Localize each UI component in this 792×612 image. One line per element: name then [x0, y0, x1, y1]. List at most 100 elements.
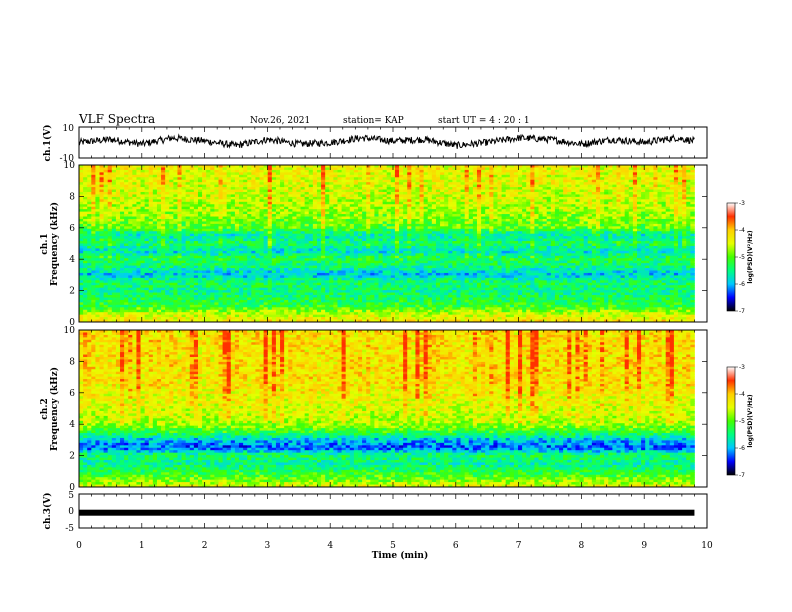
spectrogram-cell [223, 275, 228, 278]
spectrogram-cell [202, 241, 207, 244]
spectrogram-cell [104, 202, 109, 205]
spectrogram-cell [194, 258, 199, 261]
spectrogram-cell [325, 244, 330, 247]
spectrogram-cell [223, 261, 228, 264]
spectrogram-cell [239, 317, 244, 320]
spectrogram-cell [247, 302, 252, 305]
spectrogram-cell [251, 236, 256, 239]
spectrogram-cell [342, 167, 347, 170]
spectrogram-cell [219, 244, 224, 247]
spectrogram-cell [292, 182, 297, 185]
spectrogram-cell [235, 177, 240, 180]
spectrogram-cell [342, 226, 347, 229]
spectrogram-cell [112, 270, 117, 273]
spectrogram-cell [317, 288, 322, 291]
spectrogram-cell [366, 283, 371, 286]
spectrogram-cell [182, 307, 187, 310]
spectrogram-cell [194, 194, 199, 197]
spectrogram-cell [124, 197, 129, 200]
spectrogram-cell [124, 244, 129, 247]
spectrogram-cell [272, 167, 277, 170]
spectrogram-cell [169, 305, 174, 308]
spectrogram-cell [128, 209, 133, 212]
spectrogram-cell [370, 283, 375, 286]
spectrogram-cell [325, 312, 330, 315]
spectrogram-cell [264, 266, 269, 269]
spectrogram-cell [251, 231, 256, 234]
spectrogram-cell [108, 268, 113, 271]
spectrogram-cell [260, 256, 265, 259]
spectrogram-cell [223, 185, 228, 188]
spectrogram-cell [292, 167, 297, 170]
spectrogram-cell [350, 185, 355, 188]
spectrogram-cell [198, 317, 203, 320]
spectrogram-cell [104, 288, 109, 291]
spectrogram-cell [288, 175, 293, 178]
spectrogram-cell [251, 283, 256, 286]
spectrogram-cell [255, 190, 260, 193]
spectrogram-cell [165, 172, 170, 175]
spectrogram-cell [342, 256, 347, 259]
spectrogram-cell [387, 214, 392, 217]
spectrogram-cell [177, 307, 182, 310]
spectrogram-cell [366, 251, 371, 254]
spectrogram-cell [264, 175, 269, 178]
spectrogram-cell [177, 297, 182, 300]
spectrogram-cell [342, 280, 347, 283]
spectrogram-cell [145, 266, 150, 269]
spectrogram-cell [157, 270, 162, 273]
spectrogram-cell [313, 175, 318, 178]
spectrogram-cell [305, 177, 310, 180]
spectrogram-cell [370, 167, 375, 170]
spectrogram-cell [177, 207, 182, 210]
spectrogram-cell [219, 231, 224, 234]
spectrogram-cell [186, 307, 191, 310]
spectrogram-cell [223, 224, 228, 227]
spectrogram-cell [145, 197, 150, 200]
spectrogram-cell [337, 258, 342, 261]
spectrogram-cell [182, 258, 187, 261]
spectrogram-cell [223, 219, 228, 222]
spectrogram-cell [165, 239, 170, 242]
spectrogram-cell [136, 202, 141, 205]
spectrogram-cell [325, 207, 330, 210]
spectrogram-cell [337, 212, 342, 215]
spectrogram-cell [149, 297, 154, 300]
spectrogram-cell [165, 261, 170, 264]
spectrogram-cell [247, 263, 252, 266]
spectrogram-cell [100, 307, 105, 310]
spectrogram-cell [284, 204, 289, 207]
spectrogram-cell [362, 202, 367, 205]
spectrogram-cell [214, 202, 219, 205]
spectrogram-cell [260, 251, 265, 254]
spectrogram-cell [260, 312, 265, 315]
spectrogram-cell [333, 258, 338, 261]
spectrogram-cell [95, 207, 100, 210]
spectrogram-cell [374, 297, 379, 300]
spectrogram-cell [346, 295, 351, 298]
spectrogram-cell [116, 251, 121, 254]
spectrogram-cell [387, 263, 392, 266]
spectrogram-cell [149, 270, 154, 273]
spectrogram-cell [329, 170, 334, 173]
spectrogram-cell [100, 288, 105, 291]
spectrogram-cell [108, 295, 113, 298]
spectrogram-cell [292, 290, 297, 293]
spectrogram-cell [112, 229, 117, 232]
spectrogram-cell [210, 288, 215, 291]
spectrogram-cell [239, 185, 244, 188]
spectrogram-cell [141, 167, 146, 170]
spectrogram-cell [362, 207, 367, 210]
spectrogram-cell [202, 290, 207, 293]
spectrogram-cell [346, 285, 351, 288]
spectrogram-cell [313, 241, 318, 244]
spectrogram-cell [255, 209, 260, 212]
spectrogram-cell [141, 278, 146, 281]
spectrogram-cell [296, 185, 301, 188]
spectrogram-cell [186, 270, 191, 273]
spectrogram-cell [87, 221, 92, 224]
spectrogram-cell [182, 297, 187, 300]
spectrogram-cell [379, 209, 384, 212]
spectrogram-cell [272, 307, 277, 310]
spectrogram-cell [255, 256, 260, 259]
